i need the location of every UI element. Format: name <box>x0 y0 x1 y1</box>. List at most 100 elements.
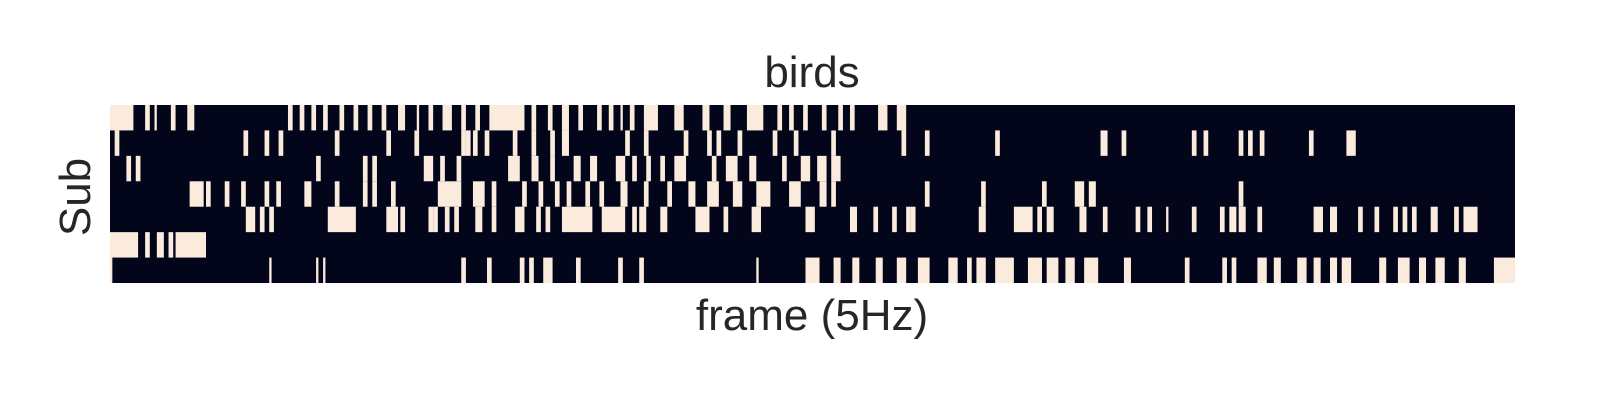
heatmap-cell <box>491 181 497 207</box>
heatmap-cell <box>372 155 377 182</box>
heatmap-cell <box>264 130 270 156</box>
heatmap-cell <box>1248 130 1253 156</box>
heatmap-cell <box>400 206 406 233</box>
heatmap-cell <box>1046 206 1054 233</box>
heatmap-cell <box>311 105 317 131</box>
heatmap-cell <box>241 181 246 207</box>
heatmap-cell <box>437 181 462 207</box>
heatmap-cell <box>276 181 281 207</box>
heatmap-cell <box>805 257 813 283</box>
heatmap-cell <box>875 257 883 283</box>
heatmap-cell <box>1135 206 1141 233</box>
heatmap-cell <box>334 181 340 207</box>
heatmap-cell <box>620 181 628 207</box>
heatmap-cell <box>278 130 284 156</box>
heatmap-cell <box>632 155 637 182</box>
heatmap-cell <box>1184 257 1190 283</box>
heatmap-cell <box>114 130 120 156</box>
heatmap-cell <box>487 257 492 283</box>
heatmap-cell <box>803 105 808 131</box>
heatmap-cell <box>751 206 761 233</box>
heatmap-cell <box>264 181 270 207</box>
heatmap-cell <box>1123 257 1131 283</box>
heatmap-cell <box>878 105 888 131</box>
heatmap-cell <box>852 257 860 283</box>
heatmap-cell <box>224 181 230 207</box>
heatmap-cell <box>849 105 855 131</box>
heatmap-row-6 <box>110 232 207 258</box>
heatmap-cell <box>561 105 569 131</box>
heatmap-cell <box>1393 206 1398 233</box>
heatmap-cell <box>575 257 581 283</box>
heatmap-cell <box>896 105 907 131</box>
heatmap-cell <box>695 206 710 233</box>
heatmap-cell <box>416 105 420 131</box>
heatmap-cell <box>110 232 139 258</box>
heatmap-cell <box>643 130 649 156</box>
heatmap-cell <box>386 206 399 233</box>
heatmap-cell <box>707 181 719 207</box>
heatmap-cell <box>353 105 359 131</box>
heatmap-cell <box>725 155 738 182</box>
heatmap-cell <box>981 181 986 207</box>
heatmap-cell <box>892 206 897 233</box>
heatmap-cell <box>1065 257 1075 283</box>
heatmap-cell <box>667 181 672 207</box>
heatmap-cell <box>327 206 356 233</box>
heatmap-cell <box>531 105 537 131</box>
heatmap-cell <box>1100 130 1108 156</box>
heatmap-cell <box>145 105 150 131</box>
heatmap-cell <box>1121 130 1127 156</box>
heatmap-cell <box>995 130 1000 156</box>
heatmap-cell <box>489 105 525 131</box>
heatmap-cell <box>1454 206 1459 233</box>
heatmap-cell <box>1435 257 1445 283</box>
heatmap-cell <box>1013 206 1033 233</box>
heatmap-cell <box>543 257 553 283</box>
heatmap-cell <box>391 181 396 207</box>
heatmap-cell <box>917 257 930 283</box>
heatmap-cell <box>547 105 553 131</box>
heatmap-cell <box>793 130 799 156</box>
heatmap-cell <box>819 181 827 207</box>
heatmap-cell <box>175 232 207 258</box>
heatmap-cell <box>1273 257 1281 283</box>
heatmap-cell <box>707 130 712 156</box>
heatmap-cell <box>1341 257 1352 283</box>
heatmap-cell <box>777 105 783 131</box>
x-axis-label: frame (5Hz) <box>696 291 928 340</box>
heatmap-cell <box>461 130 466 156</box>
heatmap-cell <box>545 206 551 233</box>
heatmap-cell <box>1374 206 1380 233</box>
heatmap-cell <box>1079 206 1087 233</box>
heatmap-cell <box>976 257 986 283</box>
heatmap-cell <box>561 206 593 233</box>
heatmap-cell <box>1027 257 1042 283</box>
heatmap-cell <box>1358 206 1363 233</box>
heatmap-cell <box>287 105 293 131</box>
heatmap-cell <box>800 155 811 182</box>
heatmap-cell <box>126 155 132 182</box>
heatmap-cell <box>442 105 452 131</box>
heatmap-cell <box>688 181 696 207</box>
heatmap-cell <box>597 105 602 131</box>
heatmap-cell <box>398 105 406 131</box>
heatmap-cell <box>475 105 480 131</box>
heatmap-cell <box>550 155 555 182</box>
heatmap-cell <box>538 181 544 207</box>
heatmap-cell <box>334 130 340 156</box>
heatmap-cell <box>1330 206 1338 233</box>
heatmap-row-3 <box>126 155 841 182</box>
heatmap-cell <box>1257 257 1267 283</box>
heatmap-cell <box>967 257 972 283</box>
heatmap-cell <box>585 181 591 207</box>
heatmap-cell <box>618 257 623 283</box>
heatmap-cell <box>723 206 729 233</box>
heatmap-cell <box>831 181 836 207</box>
heatmap-cell <box>625 130 630 156</box>
heatmap-cell <box>1411 206 1417 233</box>
heatmap-cell <box>643 181 649 207</box>
heatmap-cell <box>428 206 434 233</box>
heatmap-cell <box>168 232 174 258</box>
heatmap-cell <box>1238 130 1244 156</box>
